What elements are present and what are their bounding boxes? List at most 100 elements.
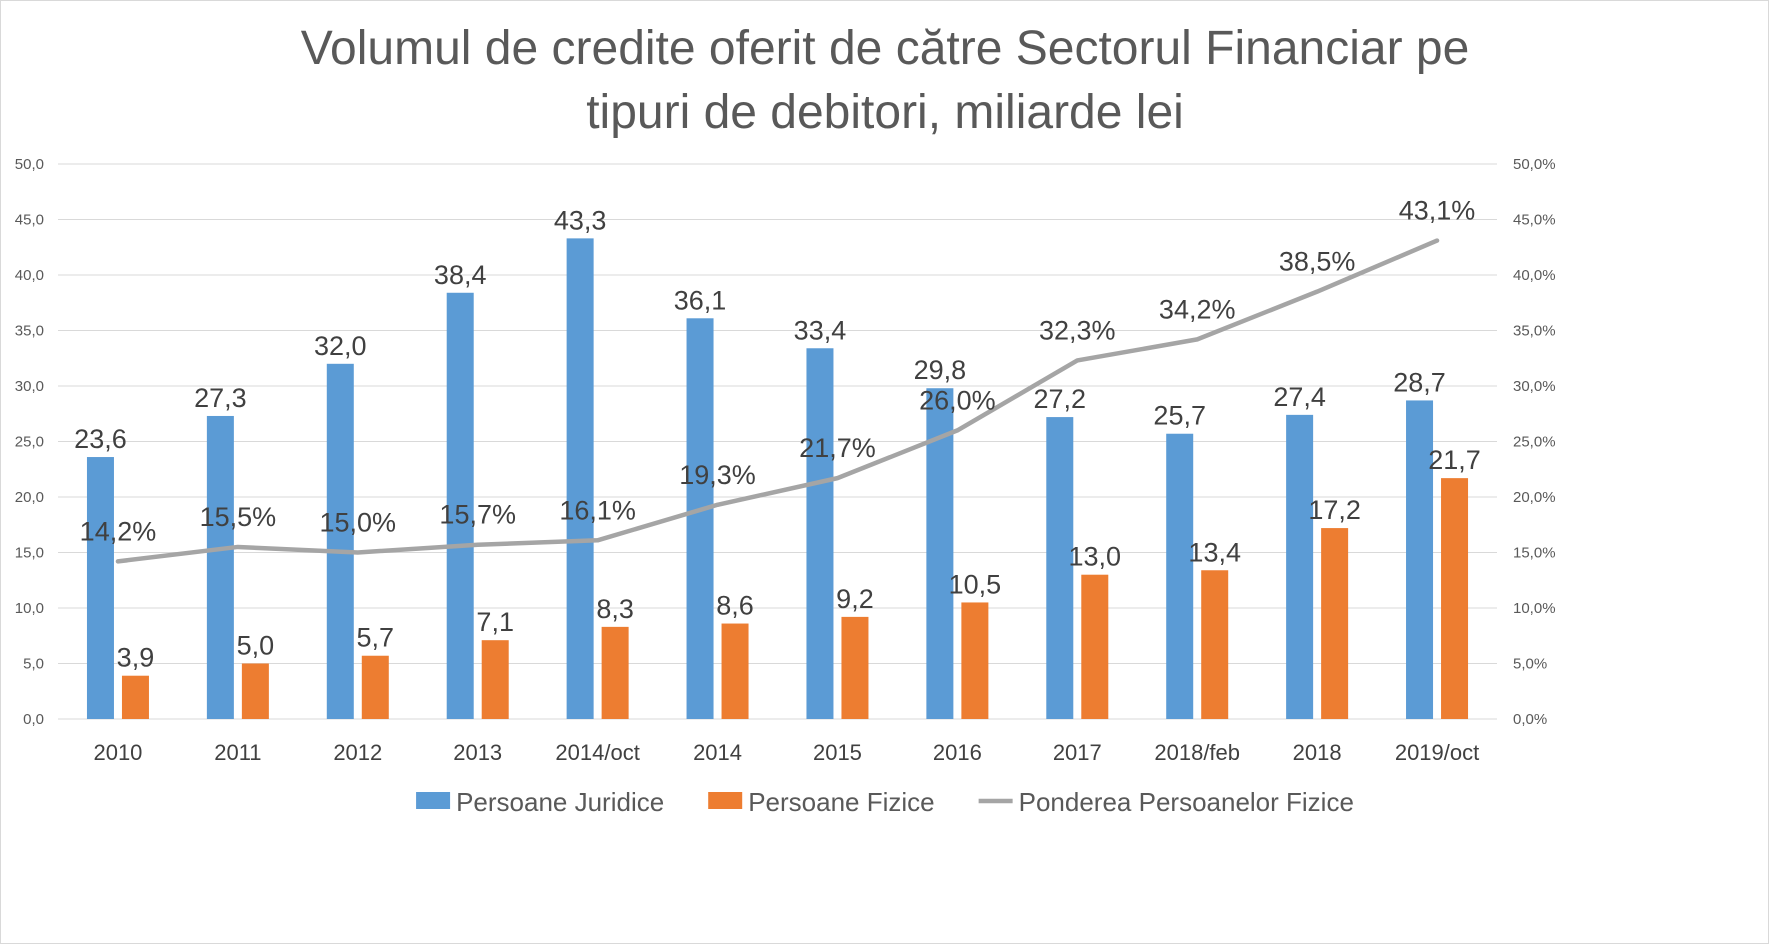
line-data-label: 21,7%	[799, 433, 876, 463]
bars	[86, 238, 1469, 719]
bar-persoane-fizice	[721, 623, 749, 719]
line-point	[235, 544, 240, 549]
line-data-label: 16,1%	[559, 495, 636, 525]
line-point	[1195, 337, 1200, 342]
bar-persoane-fizice	[121, 675, 149, 719]
legend-label: Persoane Fizice	[748, 787, 934, 817]
legend-label: Persoane Juridice	[456, 787, 664, 817]
chart-title: Volumul de credite oferit de către Secto…	[301, 22, 1470, 139]
bar-persoane-fizice	[601, 626, 629, 719]
bar-data-label: 10,5	[949, 569, 1002, 599]
right-tick-label: 20,0%	[1513, 489, 1556, 506]
bar-persoane-juridice	[686, 318, 714, 719]
bar-persoane-juridice	[86, 457, 114, 719]
bar-data-label: 5,7	[357, 623, 395, 653]
line-point	[835, 476, 840, 481]
bar-data-label: 27,4	[1273, 382, 1326, 412]
left-tick-label: 25,0	[15, 434, 44, 451]
bar-persoane-fizice	[1081, 574, 1109, 719]
bar-persoane-juridice	[1166, 433, 1194, 719]
category-label: 2014	[693, 740, 742, 765]
chart-title-line-1: Volumul de credite oferit de către Secto…	[301, 22, 1470, 75]
bar-data-label: 36,1	[674, 285, 727, 315]
line-point	[115, 559, 120, 564]
category-label: 2012	[333, 740, 382, 765]
category-label: 2019/oct	[1395, 740, 1479, 765]
category-label: 2014/oct	[555, 740, 639, 765]
left-tick-label: 50,0	[15, 156, 44, 173]
bar-persoane-fizice	[1441, 478, 1469, 719]
line-data-label: 32,3%	[1039, 315, 1116, 345]
bar-persoane-juridice	[446, 292, 474, 719]
category-label: 2016	[933, 740, 982, 765]
right-tick-label: 15,0%	[1513, 545, 1556, 562]
bar-persoane-fizice	[961, 602, 989, 719]
data-labels: 23,6 27,3 32,0 38,4 43,3 36,1 33,4 29,8 27,2 25,7…	[74, 196, 1481, 673]
right-tick-label: 10,0%	[1513, 600, 1556, 617]
bar-persoane-fizice	[361, 655, 389, 719]
line-point	[1075, 358, 1080, 363]
line-data-label: 34,2%	[1159, 294, 1236, 324]
line-ponderea-persoanelor-fizice	[115, 238, 1440, 564]
bar-persoane-juridice	[1406, 400, 1434, 719]
chart-title-line-2: tipuri de debitori, miliarde lei	[586, 86, 1184, 139]
bar-data-label: 38,4	[434, 260, 487, 290]
legend: Persoane Juridice Persoane Fizice Ponderea…	[416, 787, 1354, 817]
bar-data-label: 8,3	[596, 594, 634, 624]
bar-data-label: 27,3	[194, 383, 247, 413]
left-tick-label: 40,0	[15, 267, 44, 284]
bar-persoane-fizice	[1201, 570, 1229, 719]
bar-data-label: 8,6	[716, 591, 754, 621]
line-point	[715, 502, 720, 507]
line-point	[355, 550, 360, 555]
line-data-label: 15,0%	[320, 508, 397, 538]
bar-data-label: 5,0	[237, 631, 275, 661]
left-tick-label: 35,0	[15, 323, 44, 340]
left-tick-label: 45,0	[15, 212, 44, 229]
left-tick-label: 5,0	[23, 656, 44, 673]
bar-persoane-juridice	[806, 348, 834, 719]
right-tick-label: 50,0%	[1513, 156, 1556, 173]
line-point	[955, 428, 960, 433]
left-tick-label: 15,0	[15, 545, 44, 562]
category-label: 2018/feb	[1154, 740, 1240, 765]
right-tick-label: 0,0%	[1513, 711, 1547, 728]
bar-data-label: 17,2	[1308, 495, 1361, 525]
line-data-label: 38,5%	[1279, 247, 1356, 277]
bar-persoane-juridice	[1286, 414, 1314, 719]
right-tick-label: 5,0%	[1513, 656, 1547, 673]
line-data-label: 19,3%	[679, 460, 756, 490]
category-label: 2011	[214, 740, 261, 765]
left-tick-label: 0,0	[23, 711, 44, 728]
line-data-label: 14,2%	[80, 516, 157, 546]
line-data-label: 26,0%	[919, 385, 996, 415]
right-tick-label: 45,0%	[1513, 212, 1556, 229]
left-tick-label: 30,0	[15, 378, 44, 395]
bar-persoane-juridice	[1046, 417, 1074, 719]
legend-swatch	[416, 792, 451, 809]
line-series	[115, 238, 1440, 564]
bar-data-label: 3,9	[117, 643, 155, 673]
bar-persoane-fizice	[481, 640, 509, 719]
right-tick-label: 35,0%	[1513, 323, 1556, 340]
category-label: 2017	[1053, 740, 1102, 765]
bar-data-label: 43,3	[554, 205, 607, 235]
line-point	[475, 542, 480, 547]
legend-label: Ponderea Persoanelor Fizice	[1019, 787, 1354, 817]
bar-data-label: 33,4	[794, 315, 847, 345]
bar-persoane-fizice	[241, 663, 269, 719]
left-tick-label: 20,0	[15, 489, 44, 506]
line-point	[1315, 289, 1320, 294]
bar-data-label: 13,0	[1069, 542, 1122, 572]
bar-persoane-fizice	[841, 616, 869, 719]
category-label: 2018	[1293, 740, 1342, 765]
line-point	[1435, 238, 1440, 243]
bar-data-label: 29,8	[914, 355, 967, 385]
left-tick-label: 10,0	[15, 600, 44, 617]
category-label: 2010	[93, 740, 142, 765]
bar-data-label: 9,2	[836, 584, 874, 614]
line-data-label: 43,1%	[1399, 196, 1476, 226]
bar-data-label: 28,7	[1393, 367, 1446, 397]
category-label: 2015	[813, 740, 862, 765]
